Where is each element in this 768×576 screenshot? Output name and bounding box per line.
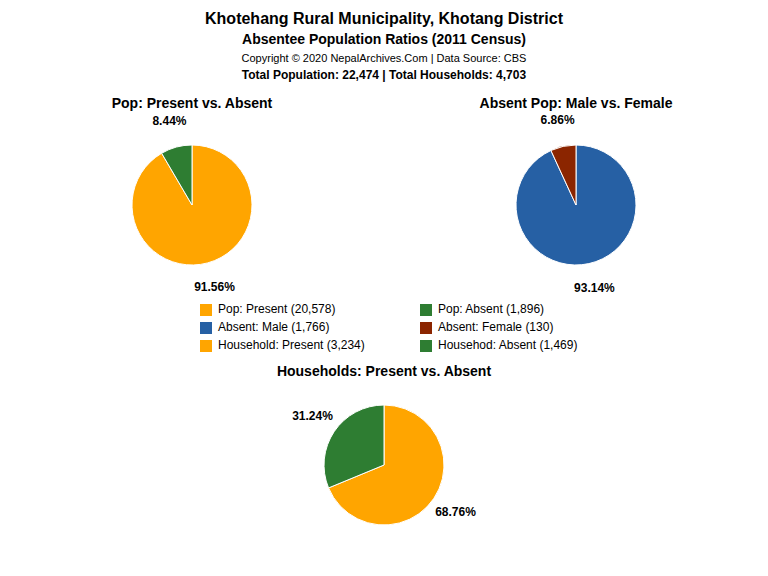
data-label: 91.56% <box>194 280 235 294</box>
slice <box>162 145 192 205</box>
chart-container: Khotehang Rural Municipality, Khotang Di… <box>0 0 768 576</box>
subtitle: Absentee Population Ratios (2011 Census) <box>242 31 526 47</box>
slice <box>516 145 636 265</box>
data-label: 31.24% <box>292 409 333 423</box>
legend-label: Household: Present (3,234) <box>218 338 365 352</box>
slice <box>132 145 252 265</box>
legend-swatch <box>200 340 212 352</box>
chart-svg: Khotehang Rural Municipality, Khotang Di… <box>0 0 768 576</box>
slice <box>324 405 384 488</box>
legend-swatch <box>420 322 432 334</box>
slices <box>132 145 252 265</box>
slices <box>516 145 636 265</box>
pie-chart: 93.14% 6.86% <box>516 113 636 295</box>
legend-item: Household: Present (3,234) <box>200 338 365 352</box>
legend-swatch <box>200 304 212 316</box>
pie-chart: 91.56% 8.44% <box>132 114 252 294</box>
slices <box>324 405 444 525</box>
legend-swatch <box>420 340 432 352</box>
annotation: Total Population: 22,474 | Total Househo… <box>242 68 527 82</box>
data-label: 6.86% <box>541 113 575 127</box>
title: Khotehang Rural Municipality, Khotang Di… <box>205 10 564 27</box>
legend-swatch <box>200 322 212 334</box>
legend-label: Pop: Present (20,578) <box>218 302 335 316</box>
data-label: 93.14% <box>574 281 615 295</box>
legend-item: Absent: Male (1,766) <box>200 320 329 334</box>
legend-item: Pop: Present (20,578) <box>200 302 335 316</box>
legend-swatch <box>420 304 432 316</box>
slice <box>551 145 576 205</box>
legend-label: Absent: Female (130) <box>438 320 553 334</box>
data-label: 68.76% <box>435 505 476 519</box>
legend-label: Househod: Absent (1,469) <box>438 338 577 352</box>
legend-label: Pop: Absent (1,896) <box>438 302 544 316</box>
pie-chart: 68.76% 31.24% <box>292 405 476 525</box>
data-label: 8.44% <box>152 114 186 128</box>
annotation: Copyright © 2020 NepalArchives.Com | Dat… <box>242 52 527 64</box>
legend: Pop: Present (20,578) Pop: Absent (1,896)… <box>200 302 577 352</box>
pie-title: Households: Present vs. Absent <box>277 363 492 379</box>
legend-item: Househod: Absent (1,469) <box>420 338 577 352</box>
legend-item: Absent: Female (130) <box>420 320 553 334</box>
legend-label: Absent: Male (1,766) <box>218 320 329 334</box>
pie-title: Pop: Present vs. Absent <box>112 95 273 111</box>
legend-item: Pop: Absent (1,896) <box>420 302 544 316</box>
pie-title: Absent Pop: Male vs. Female <box>480 95 673 111</box>
